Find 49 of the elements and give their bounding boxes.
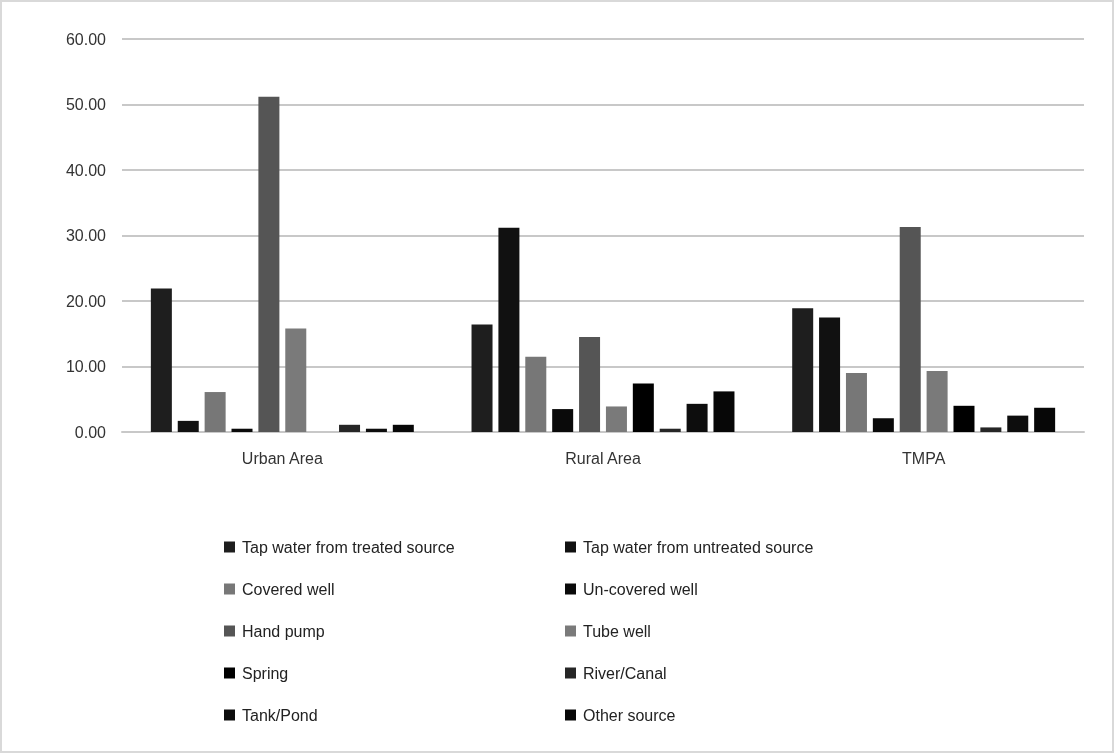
bar [605,406,627,432]
y-tick-label: 20.00 [65,292,107,310]
bar [713,391,735,432]
bar [392,424,414,432]
bar [258,96,280,432]
bar [498,227,520,432]
bar [819,317,841,432]
legend-label: Covered well [242,580,335,598]
x-tick-label: Rural Area [565,449,641,467]
x-tick-label: Urban Area [241,449,323,467]
bar [1034,407,1056,432]
bar [365,428,387,432]
bar [579,337,601,432]
bar [926,371,948,432]
legend-label: Spring [242,664,289,682]
bar [632,383,654,432]
bar [872,418,894,432]
y-tick-label: 0.00 [74,423,107,441]
bar [686,403,708,432]
y-tick-label: 40.00 [65,161,107,179]
bar [231,428,253,432]
y-tick-label: 60.00 [65,30,107,48]
bar [845,373,867,432]
bar [177,420,199,432]
bar [1007,415,1029,432]
y-tick-label: 10.00 [65,358,107,375]
legend-label: Tank/Pond [242,706,318,724]
bar [980,427,1002,432]
bar [471,324,493,432]
bar [953,405,975,432]
y-tick-label: 30.00 [65,227,107,244]
bar [552,409,574,432]
bar [150,288,172,432]
legend-label: Un-covered well [583,580,698,598]
bar [659,428,681,432]
legend-label: Tap water from treated source [242,538,455,556]
legend-label: Other source [583,706,676,724]
bar [285,328,307,432]
bar [792,308,814,432]
legend-label: River/Canal [583,664,667,682]
bar [204,392,226,432]
legend-label: Tap water from untreated source [583,538,814,556]
legend-label: Tube well [583,622,651,640]
x-tick-label: TMPA [902,449,946,467]
bar [899,226,921,432]
bar [525,356,547,432]
legend-label: Hand pump [242,622,325,640]
y-tick-label: 50.00 [65,96,107,113]
bar [339,424,361,432]
